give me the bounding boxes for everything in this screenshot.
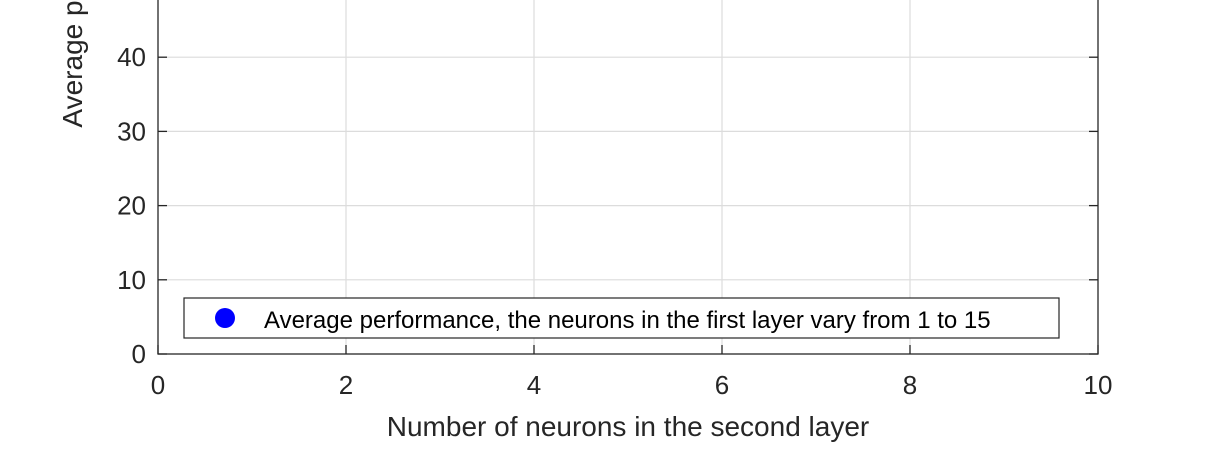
y-tick-label: 30 (117, 116, 146, 146)
y-tick-label: 10 (117, 265, 146, 295)
x-tick-label: 0 (151, 370, 165, 400)
x-tick-label: 8 (903, 370, 917, 400)
y-tick-label: 20 (117, 191, 146, 221)
x-tick-label: 2 (339, 370, 353, 400)
x-tick-label: 4 (527, 370, 541, 400)
legend-entry-label: Average performance, the neurons in the … (264, 307, 991, 334)
x-tick-label: 6 (715, 370, 729, 400)
legend-box (183, 297, 1060, 339)
y-axis-label: Average p (57, 0, 88, 127)
grid-lines (158, 0, 1098, 354)
legend: Average performance, the neurons in the … (183, 297, 1060, 339)
tick-labels: 0 2 4 6 8 10 0 10 20 30 40 (117, 42, 1112, 400)
legend-marker-circle-icon (215, 308, 235, 328)
y-tick-label: 40 (117, 42, 146, 72)
x-axis-label: Number of neurons in the second layer (387, 411, 870, 442)
x-tick-label: 10 (1084, 370, 1113, 400)
plot-area-frame (157, 0, 1099, 355)
y-tick-label: 0 (132, 339, 146, 369)
